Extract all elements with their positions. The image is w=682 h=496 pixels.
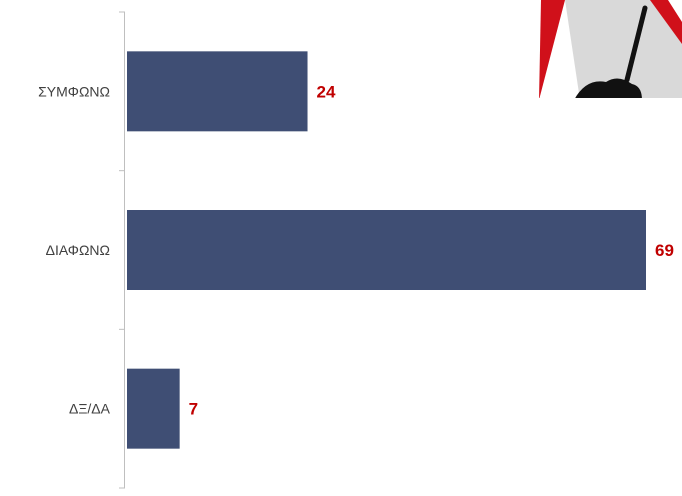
value-label-3: 7: [189, 400, 198, 419]
value-label-2: 69: [655, 241, 674, 260]
bar-3: [127, 368, 180, 449]
category-labels: ΣΥΜΦΩΝΩ ΔΙΑΦΩΝΩ ΔΞ/ΔΑ: [38, 83, 111, 416]
category-label-1: ΣΥΜΦΩΝΩ: [38, 83, 110, 99]
bar-1: [127, 51, 308, 132]
bar-2: [127, 210, 646, 290]
value-label-1: 24: [317, 82, 336, 101]
category-label-2: ΔΙΑΦΩΝΩ: [46, 242, 110, 258]
roadworks-warning-sign-icon: [538, 0, 682, 101]
axis-ticks: [119, 11, 125, 489]
category-label-3: ΔΞ/ΔΑ: [69, 401, 111, 417]
value-labels: 24 69 7: [189, 82, 674, 418]
bars: [127, 51, 646, 449]
